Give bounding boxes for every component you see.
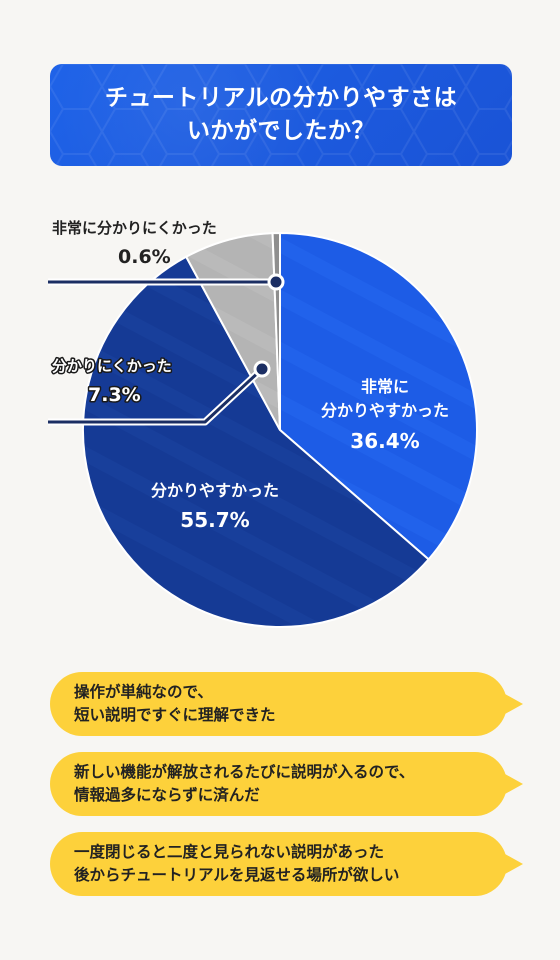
slice-label-hard-line1: 分かりにくかった xyxy=(52,357,172,375)
comment-text-2: 新しい機能が解放されるたびに説明が入るので、 情報過多にならずに済んだ xyxy=(74,763,415,804)
title-banner: チュートリアルの分かりやすさは いかがでしたか？ xyxy=(50,64,512,166)
slice-label-very-easy-line2: 分かりやすかった xyxy=(321,401,449,420)
slice-label-very-hard-pct: 0.6% xyxy=(118,246,171,268)
comment-bubble-3: 一度閉じると二度と見られない説明があった 後からチュートリアルを見返せる場所が欲… xyxy=(50,832,523,896)
slice-label-very-hard-line1: 非常に分かりにくかった xyxy=(52,219,217,237)
slice-label-easy-pct: 55.7% xyxy=(180,508,249,532)
pie-slice-very-easy xyxy=(279,231,478,561)
leader-very-hard-dot xyxy=(267,273,285,291)
bubble-tail xyxy=(505,694,523,714)
comment-bubble-2: 新しい機能が解放されるたびに説明が入るので、 情報過多にならずに済んだ xyxy=(50,752,523,816)
slice-label-easy-line1: 分かりやすかった xyxy=(151,481,279,500)
pie-chart: 非常に 分かりやすかった 36.4% 分かりやすかった 55.7% 分かりにくか… xyxy=(48,219,478,628)
comment-bubble-1: 操作が単純なので、 短い説明ですぐに理解できた xyxy=(50,672,523,736)
slice-label-hard-pct: 7.3% xyxy=(88,384,141,406)
page-title: チュートリアルの分かりやすさは いかがでしたか？ xyxy=(104,85,458,144)
hexagon-pattern xyxy=(50,64,512,166)
bubble-tail xyxy=(505,774,523,794)
slice-label-very-easy-pct: 36.4% xyxy=(350,429,419,453)
pie-slice-easy xyxy=(82,255,431,628)
slice-label-very-easy-line1: 非常に xyxy=(361,377,409,396)
leader-hard-line xyxy=(48,367,264,424)
leader-hard-dot xyxy=(253,360,271,378)
comment-text-1: 操作が単純なので、 短い説明ですぐに理解できた xyxy=(74,683,276,724)
bubble-tail xyxy=(505,854,523,874)
comment-text-3: 一度閉じると二度と見られない説明があった 後からチュートリアルを見返せる場所が欲… xyxy=(74,843,400,884)
